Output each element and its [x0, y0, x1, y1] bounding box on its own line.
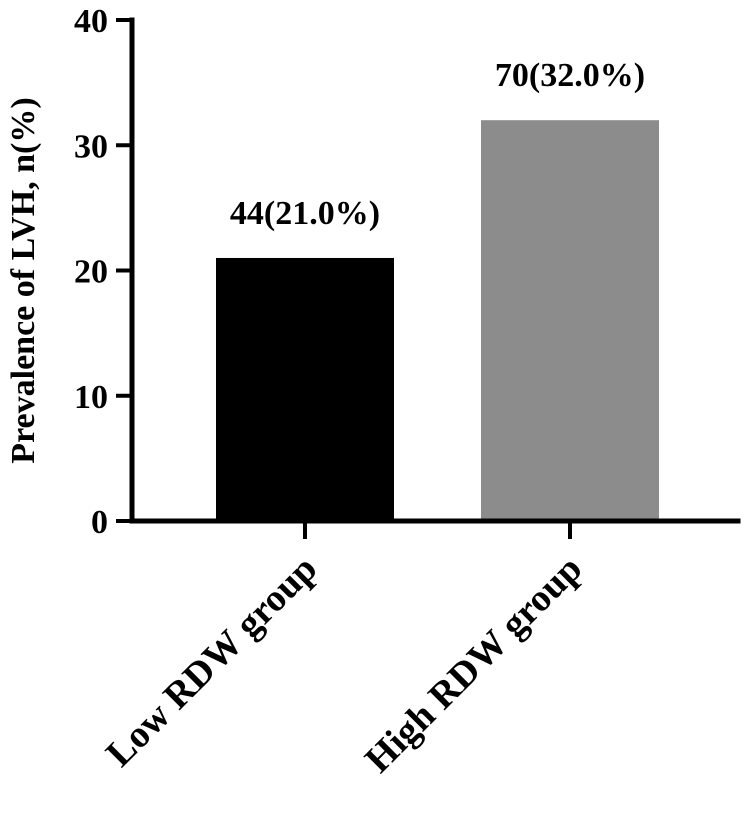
bar-low-rdw — [216, 257, 394, 521]
y-tick-label: 40 — [74, 3, 108, 40]
y-tick-label: 30 — [74, 128, 108, 165]
bar-data-label: 44(21.0%) — [230, 195, 380, 232]
x-category-label: Low RDW group — [98, 548, 325, 775]
bar-high-rdw — [481, 120, 659, 521]
y-axis-ticks: 0 10 20 30 40 — [74, 3, 132, 541]
y-tick-label: 20 — [74, 254, 108, 291]
x-axis-ticks: Low RDW group High RDW group — [98, 521, 590, 781]
bars — [216, 120, 659, 521]
data-labels: 44(21.0%) 70(32.0%) — [230, 57, 645, 232]
y-axis-title: Prevalence of LVH, n(%) — [5, 97, 42, 463]
bar-data-label: 70(32.0%) — [495, 57, 645, 94]
y-tick-label: 0 — [91, 504, 108, 541]
y-tick-label: 10 — [74, 379, 108, 416]
x-category-label: High RDW group — [357, 548, 590, 781]
